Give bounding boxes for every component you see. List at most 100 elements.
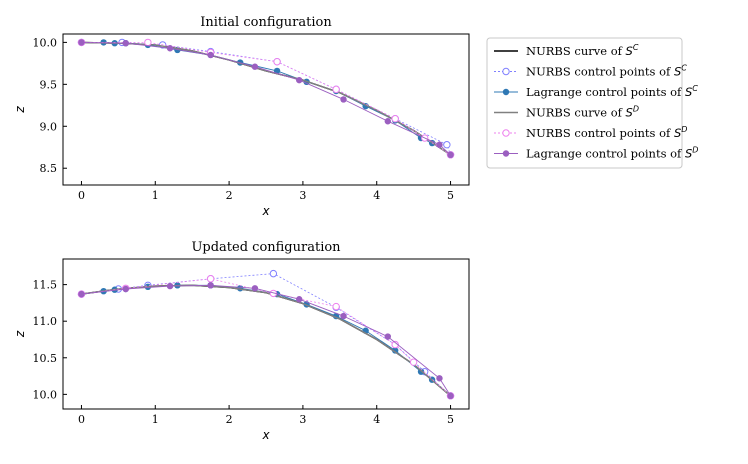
data-point [332,302,340,311]
x-tick-label: 3 [299,189,306,202]
series-3 [81,284,451,397]
series-line [81,42,451,155]
series-0 [81,284,451,397]
legend-label-symbol: S [674,65,681,79]
series-5 [78,282,454,400]
series-line [81,284,451,397]
data-point [166,45,174,52]
series-line [81,284,451,397]
data-point [251,285,259,292]
data-point [122,40,129,47]
legend-entry: NURBS control points of SC [494,64,687,79]
series-2 [78,39,454,158]
series-line [81,278,451,397]
initial-configuration-chart: Initial configuration 0 1 2 3 4 5 8.5 9.0 9.5 10.0… [13,15,470,218]
legend-marker [502,67,510,76]
data-point [436,141,443,148]
legend-entry: NURBS curve of SD [494,105,639,120]
y-tick-label: 11.0 [33,315,58,328]
data-point [296,76,303,84]
legend-label-prefix: Lagrange control points of [526,147,685,161]
series-line [81,41,451,156]
chart-title: Updated configuration [191,240,341,255]
data-point [409,358,418,366]
y-tick-label: 9.0 [40,120,58,133]
x-tick-label: 5 [447,413,454,426]
x-axis-label: x [261,204,270,218]
data-point [296,296,303,303]
x-tick-label: 5 [447,189,454,202]
x-tick-label: 4 [373,413,380,426]
data-point [340,96,347,103]
y-axis-label: z [13,106,27,114]
legend-label-symbol: S [685,85,692,99]
data-point [447,392,454,400]
series-4 [77,38,455,159]
series-line [81,284,451,397]
legend-entry: NURBS control points of SD [494,125,687,140]
legend-label-prefix: NURBS curve of [526,106,626,120]
legend-label-prefix: NURBS curve of [526,44,626,58]
updated-configuration-chart: Updated configuration 0 1 2 3 4 5 10.0 10.5 11.0 1… [13,240,470,442]
legend-label-symbol: S [685,147,692,161]
legend-label-prefix: NURBS control points of [526,65,674,79]
data-point [384,333,391,340]
legend-marker [502,150,510,157]
data-point [436,375,443,382]
y-tick-label: 10.0 [33,388,58,401]
y-tick-label: 8.5 [40,162,58,175]
data-point [144,38,152,47]
legend-entry: Lagrange control points of SD [494,146,698,161]
data-point [443,141,451,149]
x-tick-label: 2 [226,189,233,202]
y-tick-label: 11.5 [33,279,58,292]
legend-label-superscript: C [681,64,687,73]
series-line [81,41,451,156]
axes-frame [62,33,470,186]
series-5 [78,39,454,158]
legend-label: NURBS curve of SD [526,105,639,120]
series-2 [78,282,454,400]
legend-label-prefix: NURBS control points of [526,126,674,140]
series-line [81,41,451,156]
y-tick-label: 10.0 [33,36,58,49]
legend-label-superscript: C [692,84,698,93]
data-point [340,312,347,320]
y-tick-label: 10.5 [33,352,58,365]
legend-entry: NURBS curve of SC [494,43,639,58]
legend-label: NURBS curve of SC [526,43,639,58]
legend-label-superscript: D [681,125,687,134]
series-4 [77,275,455,400]
legend-label: Lagrange control points of SD [526,146,698,161]
legend-label-superscript: D [692,146,698,155]
data-point [78,39,85,46]
series-line [81,41,451,156]
x-tick-label: 4 [373,189,380,202]
x-tick-label: 1 [152,413,159,426]
legend-label: NURBS control points of SD [526,125,687,140]
data-point [207,282,214,289]
legend-marker [502,88,510,96]
data-point [207,51,214,59]
series-1 [77,38,455,159]
data-point [273,57,281,66]
x-tick-label: 0 [78,413,85,426]
x-tick-label: 2 [226,413,233,426]
data-point [447,151,454,158]
legend-frame [486,37,683,169]
data-point [166,282,174,290]
series-1 [77,269,455,400]
legend-label-symbol: S [626,44,633,58]
legend-entry: Lagrange control points of SC [494,84,698,99]
legend-label: Lagrange control points of SC [526,84,698,99]
data-point [206,275,215,283]
data-point [391,115,399,123]
series-3 [81,41,451,156]
x-tick-label: 3 [299,413,306,426]
legend-label-superscript: D [633,105,639,114]
data-point [384,118,391,125]
axes-frame [62,258,470,410]
data-point [332,85,340,94]
x-axis-label: x [261,428,270,442]
